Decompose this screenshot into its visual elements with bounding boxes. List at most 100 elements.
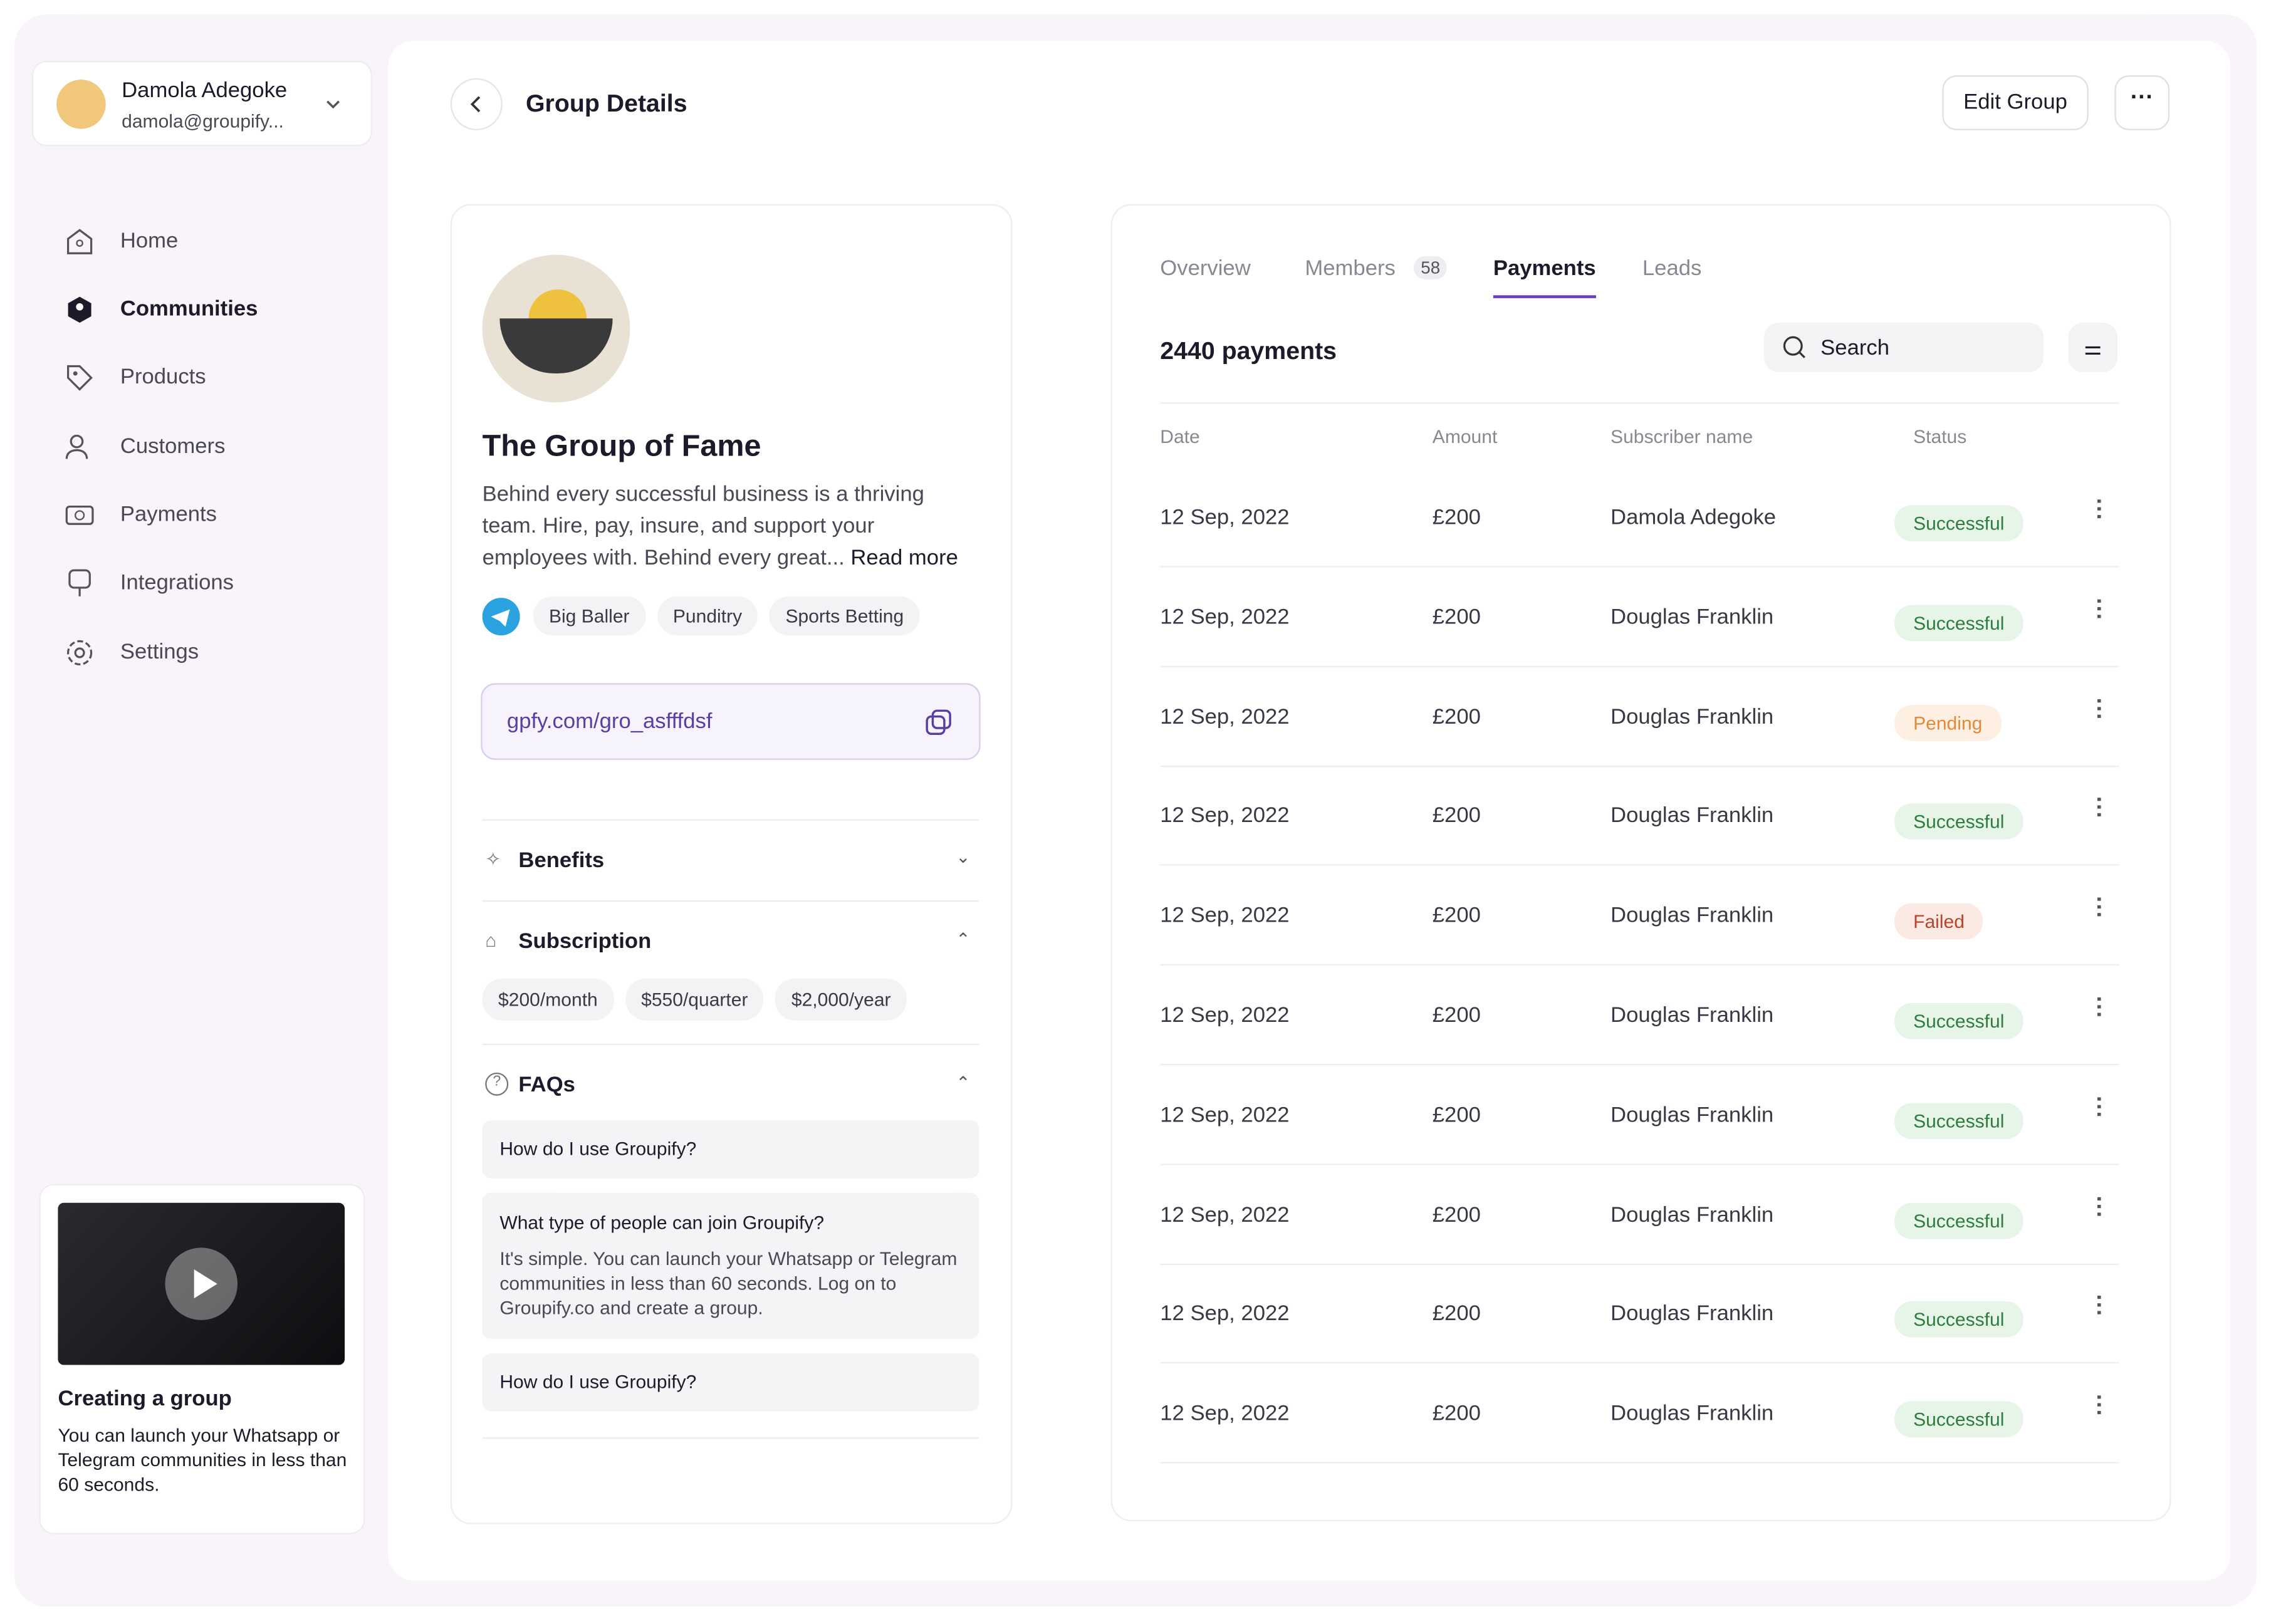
status-badge: Successful [1894,1102,2023,1139]
price-pill[interactable]: $200/month [482,978,614,1021]
nav-item[interactable]: Products [120,365,206,390]
subscriber-name: Douglas Franklin [1611,704,1774,729]
chevron[interactable]: ⌃ [956,929,971,950]
communities-icon [68,296,91,323]
date: 12 Sep, 2022 [1160,1002,1290,1028]
back-button[interactable] [450,78,503,130]
nav-item[interactable]: Communities [120,296,258,321]
benefits-icon: ✧ [485,848,501,870]
subscriber-name: Douglas Franklin [1611,804,1774,829]
column-header: Date [1160,425,1200,447]
benefits-title[interactable]: Benefits [518,848,605,873]
tab[interactable]: Members [1305,256,1396,281]
more-button[interactable]: ··· [2114,75,2170,130]
home-icon [67,229,93,254]
tag[interactable]: Punditry [657,596,758,636]
edit-button[interactable]: Edit Group [1942,75,2089,130]
group-description: Behind every successful business is a th… [483,479,982,575]
faqs-title[interactable]: FAQs [518,1072,575,1098]
row-menu[interactable]: ··· [2086,1394,2111,1418]
table-row[interactable]: 12 Sep, 2022 £200 Douglas Franklin Successf… [1160,966,2119,1066]
subscriber-name: Douglas Franklin [1611,1102,1774,1128]
payment-count: 2440 payments [1160,337,1337,365]
amount: £200 [1432,1002,1481,1028]
nav-item[interactable]: Settings [120,640,199,665]
nav-item[interactable]: Payments [120,502,217,527]
subscriber-name: Douglas Franklin [1611,1401,1774,1426]
table-row[interactable]: 12 Sep, 2022 £200 Damola Adegoke Successful… [1160,467,2119,568]
back-icon [470,96,481,113]
nav-item[interactable]: Integrations [120,570,234,595]
faq-question: What type of people can join Groupify? [499,1211,825,1234]
subscriber-name: Douglas Franklin [1611,1202,1774,1227]
row-menu[interactable]: ··· [2086,896,2111,920]
description-text: Behind every successful business is a th… [482,482,924,571]
copy-icon[interactable] [924,708,953,737]
table-row[interactable]: 12 Sep, 2022 £200 Douglas Franklin Successf… [1160,567,2119,667]
status-badge: Pending [1894,704,2002,741]
row-menu[interactable]: ··· [2086,597,2111,621]
table-row[interactable]: 12 Sep, 2022 £200 Douglas Franklin Successf… [1160,1364,2119,1464]
customers-icon [65,434,88,459]
link-box[interactable]: gpfy.com/gro_asfffdsf [481,683,981,760]
payments-card [1110,204,2171,1522]
tab[interactable]: Leads [1642,256,1702,281]
table-row[interactable]: 12 Sep, 2022 £200 Douglas Franklin Pending ·… [1160,667,2119,767]
row-menu[interactable]: ··· [2086,497,2111,521]
date: 12 Sep, 2022 [1160,704,1290,729]
payments-icon [65,505,94,525]
tag[interactable]: Big Baller [533,596,645,636]
divider [1160,402,2119,404]
faq-item[interactable]: How do I use Groupify? [482,1120,979,1179]
tag[interactable]: Sports Betting [770,596,920,636]
read-more[interactable]: Read more [850,545,958,571]
filter-button[interactable]: ⚌ [2068,323,2117,372]
faq-item[interactable]: What type of people can join Groupify? I… [482,1192,979,1339]
play-icon [194,1269,217,1299]
subscription-icon: ⌂ [485,929,497,951]
price-pill[interactable]: $2,000/year [775,978,907,1021]
table-row[interactable]: 12 Sep, 2022 £200 Douglas Franklin Successf… [1160,1165,2119,1265]
row-menu[interactable]: ··· [2086,996,2111,1019]
faq-item[interactable]: How do I use Groupify? [482,1353,979,1412]
chevron[interactable]: ⌃ [956,1072,971,1093]
tags: Big Baller Punditry Sports Betting [482,596,931,636]
price-pill[interactable]: $550/quarter [625,978,764,1021]
subscriber-name: Douglas Franklin [1611,605,1774,630]
amount: £200 [1432,1102,1481,1128]
table-row[interactable]: 12 Sep, 2022 £200 Douglas Franklin Successf… [1160,1065,2119,1165]
faq-icon: ? [485,1072,509,1096]
chevron[interactable]: ⌄ [956,846,971,867]
table-row[interactable]: 12 Sep, 2022 £200 Douglas Franklin Successf… [1160,766,2119,867]
tab[interactable]: Payments [1493,256,1596,298]
date: 12 Sep, 2022 [1160,804,1290,829]
date: 12 Sep, 2022 [1160,903,1290,929]
prices: $200/month $550/quarter $2,000/year [482,978,919,1021]
subscriber-name: Douglas Franklin [1611,903,1774,929]
row-menu[interactable]: ··· [2086,697,2111,721]
table-row[interactable]: 12 Sep, 2022 £200 Douglas Franklin Failed ··… [1160,866,2119,966]
divider [482,819,979,821]
search-box[interactable]: Search [1764,323,2044,372]
subscription-title[interactable]: Subscription [518,929,652,954]
nav-item[interactable]: Home [120,229,179,254]
user-card[interactable]: Damola Adegoke damola@groupify... [31,61,372,147]
divider [482,1043,979,1045]
amount: £200 [1432,505,1481,530]
video-thumbnail[interactable] [58,1202,345,1365]
row-menu[interactable]: ··· [2086,1095,2111,1119]
row-menu[interactable]: ··· [2086,1294,2111,1318]
status-badge: Successful [1894,1002,2023,1039]
row-menu[interactable]: ··· [2086,1195,2111,1219]
date: 12 Sep, 2022 [1160,1202,1290,1227]
table-row[interactable]: 12 Sep, 2022 £200 Douglas Franklin Successf… [1160,1264,2119,1365]
wave [499,318,613,374]
tab[interactable]: Overview [1160,256,1251,281]
group-link: gpfy.com/gro_asfffdsf [506,709,713,734]
divider [482,900,979,902]
row-menu[interactable]: ··· [2086,796,2111,820]
status-badge: Failed [1894,903,1984,940]
telegram-icon [482,596,520,635]
nav-item[interactable]: Customers [120,434,226,459]
